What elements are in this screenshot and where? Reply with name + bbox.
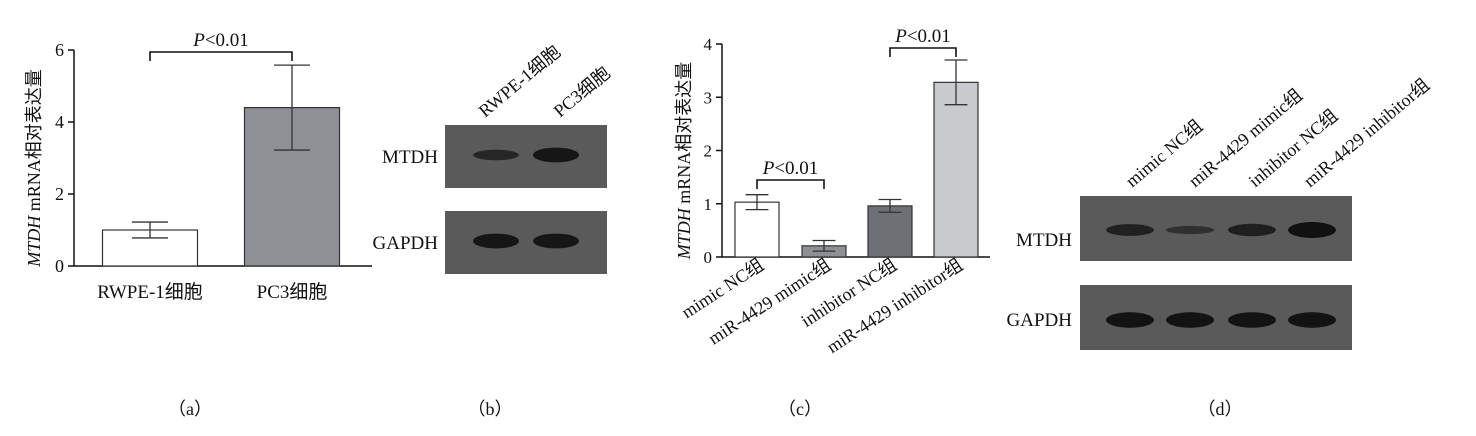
blot-b-row-label-mtdh: MTDH: [382, 147, 438, 168]
blot-d-row-label-gapdh: GAPDH: [1007, 310, 1073, 331]
blot-band-d-mtdh-0: [1106, 224, 1154, 236]
y-axis-label-a: MTDH mRNA相对表达量: [24, 69, 44, 268]
blot-b-lane-label-rwpe: RWPE-1细胞: [475, 41, 564, 121]
y-tick-label-a-2: 4: [55, 112, 64, 132]
bar-c-0: [734, 201, 780, 258]
error-bar-c-2: [878, 198, 902, 213]
y-tick-label-c-2: 2: [704, 142, 713, 161]
blot-band-b-mtdh-1: [533, 147, 579, 163]
blot-band-b-gapdh-1: [533, 233, 579, 249]
significance-bracket-c-0: P<0.01: [756, 158, 825, 189]
significance-bracket-c-1: P<0.01: [889, 26, 957, 57]
y-tick-label-a-3: 6: [55, 40, 64, 60]
blot-b-mtdh-membrane: [445, 125, 607, 188]
bar-c-2: [867, 205, 913, 258]
error-bar-a-0: [132, 221, 168, 239]
significance-label-c-1: P<0.01: [894, 26, 951, 47]
caption-a: （a）: [168, 399, 212, 419]
caption-d: （d）: [1198, 399, 1243, 419]
category-label-a-0: RWPE-1细胞: [97, 281, 203, 303]
y-tick-label-c-3: 3: [704, 88, 713, 107]
error-bar-c-0: [745, 194, 769, 211]
blot-band-d-mtdh-1: [1166, 225, 1214, 235]
blot-band-b-gapdh-0: [473, 233, 519, 249]
blot-d-row-label-mtdh: MTDH: [1016, 230, 1072, 251]
blot-band-d-mtdh-2: [1228, 223, 1276, 237]
blot-band-d-gapdh-1: [1166, 312, 1214, 328]
error-bar-a-1: [274, 64, 310, 151]
significance-label-a-0: P<0.01: [192, 30, 249, 51]
y-tick-label-a-1: 2: [55, 184, 64, 204]
y-tick-label-a-0: 0: [55, 256, 64, 276]
bar-c-3: [933, 81, 979, 258]
category-label-c-1: miR-4429 mimic组: [705, 255, 835, 349]
significance-bracket-a-0: P<0.01: [149, 30, 293, 61]
caption-c: （c）: [778, 399, 822, 419]
blot-band-d-mtdh-3: [1288, 222, 1336, 238]
blot-b-row-label-gapdh: GAPDH: [373, 233, 439, 254]
blot-band-d-gapdh-2: [1228, 312, 1276, 328]
blot-b-lane-label-pc3: PC3细胞: [550, 63, 614, 121]
category-label-a-1: PC3细胞: [257, 281, 328, 303]
blot-band-b-mtdh-0: [473, 149, 519, 161]
chart-a: 0 2 4 6 MTDH mRNA相对表达量 RWPE-1细胞 PC3细胞 P<0.01: [24, 30, 372, 303]
blot-b-gapdh-membrane: [445, 211, 607, 274]
error-bar-c-1: [812, 239, 836, 252]
significance-label-c-0: P<0.01: [762, 158, 819, 179]
y-tick-label-c-4: 4: [704, 35, 713, 54]
blot-band-d-gapdh-3: [1288, 312, 1336, 328]
y-tick-label-c-0: 0: [704, 248, 713, 267]
y-tick-label-c-1: 1: [704, 195, 713, 214]
y-axis-label-c: MTDH mRNA相对表达量: [674, 62, 694, 261]
blot-band-d-gapdh-0: [1106, 312, 1154, 328]
error-bar-c-3: [944, 59, 968, 106]
caption-b: （b）: [468, 399, 513, 419]
